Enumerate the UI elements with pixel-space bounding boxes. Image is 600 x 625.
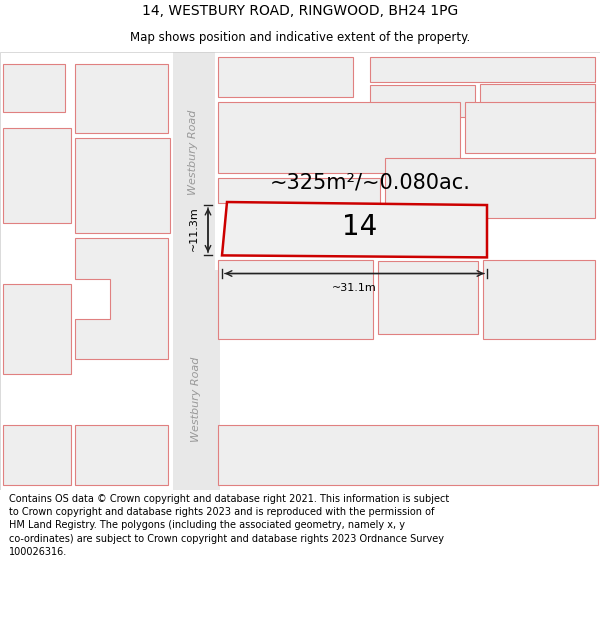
Text: Contains OS data © Crown copyright and database right 2021. This information is : Contains OS data © Crown copyright and d… xyxy=(9,494,449,557)
Text: Map shows position and indicative extent of the property.: Map shows position and indicative extent… xyxy=(130,31,470,44)
Bar xyxy=(75,138,170,233)
Bar xyxy=(218,57,353,98)
Bar xyxy=(480,84,595,112)
Text: ~11.3m: ~11.3m xyxy=(189,206,199,251)
Bar xyxy=(75,424,168,485)
Bar xyxy=(3,64,65,112)
Polygon shape xyxy=(465,102,595,152)
Polygon shape xyxy=(222,202,487,258)
Bar xyxy=(3,424,71,485)
Text: ~31.1m: ~31.1m xyxy=(332,282,377,292)
Text: ~325m²/~0.080ac.: ~325m²/~0.080ac. xyxy=(269,173,470,193)
Polygon shape xyxy=(75,238,168,359)
Bar xyxy=(378,261,478,334)
Bar xyxy=(75,64,168,132)
Bar xyxy=(218,424,598,485)
Text: 14: 14 xyxy=(342,213,377,241)
Polygon shape xyxy=(173,271,220,490)
Polygon shape xyxy=(385,158,595,218)
Bar xyxy=(3,127,71,223)
Polygon shape xyxy=(218,102,460,173)
Bar xyxy=(370,57,595,82)
Polygon shape xyxy=(173,52,215,271)
Text: 14, WESTBURY ROAD, RINGWOOD, BH24 1PG: 14, WESTBURY ROAD, RINGWOOD, BH24 1PG xyxy=(142,4,458,19)
Bar xyxy=(218,261,373,339)
Text: Westbury Road: Westbury Road xyxy=(191,357,201,442)
Text: Westbury Road: Westbury Road xyxy=(188,110,198,196)
Bar xyxy=(3,284,71,374)
Bar xyxy=(370,85,475,118)
Polygon shape xyxy=(218,178,380,203)
Bar xyxy=(483,261,595,339)
